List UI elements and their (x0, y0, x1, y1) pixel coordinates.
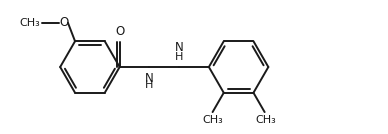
Text: N: N (175, 41, 184, 54)
Text: N: N (145, 72, 154, 85)
Text: CH₃: CH₃ (202, 115, 223, 125)
Text: H: H (145, 80, 154, 90)
Text: H: H (175, 52, 183, 62)
Text: CH₃: CH₃ (256, 115, 277, 125)
Text: O: O (60, 16, 69, 29)
Text: O: O (115, 25, 124, 38)
Text: CH₃: CH₃ (20, 18, 40, 28)
